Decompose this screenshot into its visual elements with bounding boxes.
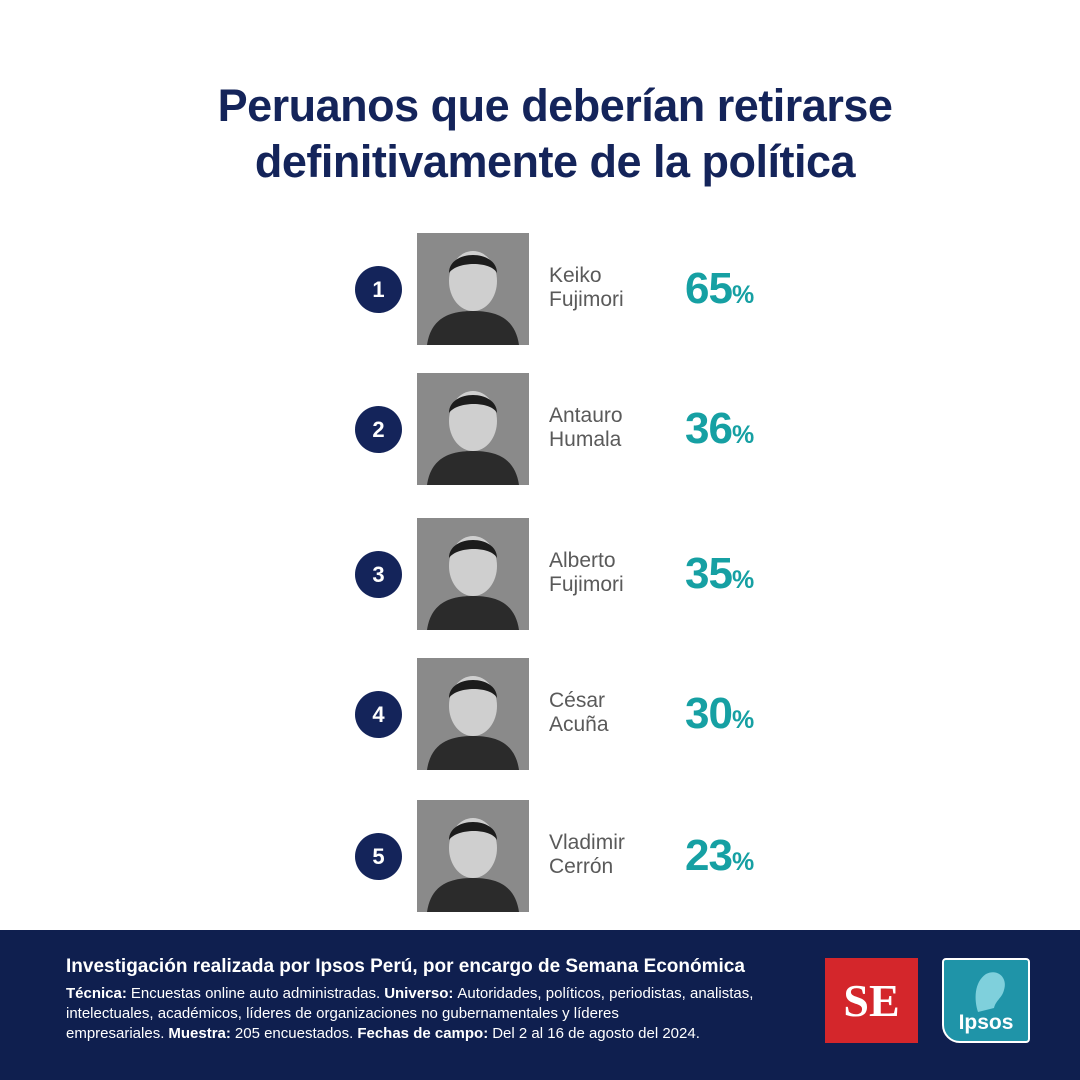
portrait-face bbox=[449, 391, 497, 451]
percentage-unit: % bbox=[731, 848, 755, 876]
logo-ipsos-text: Ipsos bbox=[958, 1011, 1014, 1034]
detail-label: Fechas de campo: bbox=[357, 1025, 489, 1042]
portrait bbox=[417, 518, 529, 630]
name-line: Alberto bbox=[549, 549, 616, 572]
logo-ipsos: Ipsos bbox=[942, 958, 1030, 1043]
percentage-unit: % bbox=[731, 566, 755, 594]
detail-text: Autoridades, políticos, periodistas, ana… bbox=[66, 985, 754, 1042]
person-name: Vladimir Cerrón bbox=[549, 831, 625, 879]
detail-text: 205 encuestados. bbox=[234, 1025, 354, 1042]
title-line: definitivamente de la política bbox=[254, 136, 856, 187]
portrait-hair bbox=[449, 822, 497, 840]
portrait-face bbox=[449, 251, 497, 311]
person-name: Alberto Fujimori bbox=[549, 549, 624, 597]
rank-badge: 5 bbox=[355, 833, 402, 880]
portrait-face bbox=[449, 818, 497, 878]
percentage: 35% bbox=[685, 548, 754, 606]
rank-badge: 2 bbox=[355, 406, 402, 453]
person-name: César Acuña bbox=[549, 689, 609, 737]
portrait-hair bbox=[449, 255, 497, 273]
detail-label: Muestra: bbox=[168, 1025, 231, 1042]
portrait-body bbox=[427, 451, 519, 485]
rank-badge: 3 bbox=[355, 551, 402, 598]
percentage: 23% bbox=[685, 830, 754, 888]
portrait-body bbox=[427, 311, 519, 345]
portrait-body bbox=[427, 878, 519, 912]
name-line: Humala bbox=[549, 428, 622, 451]
detail-text: Del 2 al 16 de agosto del 2024. bbox=[492, 1025, 700, 1042]
portrait bbox=[417, 233, 529, 345]
percentage: 36% bbox=[685, 403, 754, 461]
logo-head bbox=[975, 972, 1005, 1012]
percentage-unit: % bbox=[731, 706, 755, 734]
rank-badge: 4 bbox=[355, 691, 402, 738]
logo-icon bbox=[975, 972, 1005, 1012]
title: Peruanos que deberían retirarse definitiv… bbox=[140, 78, 970, 190]
percentage-value: 23 bbox=[685, 831, 733, 880]
person-name: Keiko Fujimori bbox=[549, 264, 624, 312]
percentage-value: 65 bbox=[685, 264, 733, 313]
name-line: Antauro bbox=[549, 404, 623, 427]
detail-label: Universo: bbox=[384, 985, 454, 1002]
percentage: 65% bbox=[685, 263, 754, 321]
portrait-body bbox=[427, 596, 519, 630]
percentage-value: 36 bbox=[685, 404, 733, 453]
portrait bbox=[417, 658, 529, 770]
percentage-value: 30 bbox=[685, 689, 733, 738]
portrait-face bbox=[449, 536, 497, 596]
rank-badge: 1 bbox=[355, 266, 402, 313]
detail-text: Encuestas online auto administradas. bbox=[130, 985, 381, 1002]
portrait-hair bbox=[449, 395, 497, 413]
person-name: Antauro Humala bbox=[549, 404, 623, 452]
name-line: Fujimori bbox=[549, 573, 624, 596]
name-line: Cerrón bbox=[549, 855, 614, 878]
name-line: Vladimir bbox=[549, 831, 625, 854]
portrait bbox=[417, 373, 529, 485]
footer: Investigación realizada por Ipsos Perú, … bbox=[0, 930, 1080, 1080]
detail-label: Técnica: bbox=[66, 985, 127, 1002]
portrait-body bbox=[427, 736, 519, 770]
percentage-value: 35 bbox=[685, 549, 733, 598]
footer-heading: Investigación realizada por Ipsos Perú, … bbox=[66, 956, 745, 977]
name-line: Fujimori bbox=[549, 288, 624, 311]
ranking-row: 3 Alberto Fujimori 35% bbox=[0, 518, 1080, 630]
name-line: César bbox=[549, 689, 606, 712]
ranking-row: 4 César Acuña 30% bbox=[0, 658, 1080, 770]
portrait-face bbox=[449, 676, 497, 736]
logo-se: SE bbox=[825, 958, 918, 1043]
portrait-hair bbox=[449, 540, 497, 558]
ranking-row: 2 Antauro Humala 36% bbox=[0, 373, 1080, 485]
percentage-unit: % bbox=[731, 281, 755, 309]
percentage-unit: % bbox=[731, 421, 755, 449]
name-line: Keiko bbox=[549, 264, 602, 287]
ranking-row: 1 Keiko Fujimori 65% bbox=[0, 233, 1080, 345]
percentage: 30% bbox=[685, 688, 754, 746]
ranking-row: 5 Vladimir Cerrón 23% bbox=[0, 800, 1080, 912]
portrait bbox=[417, 800, 529, 912]
footer-details: Técnica: Encuestas online auto administra… bbox=[66, 984, 786, 1044]
portrait-hair bbox=[449, 680, 497, 698]
name-line: Acuña bbox=[549, 713, 609, 736]
title-line: Peruanos que deberían retirarse bbox=[217, 80, 893, 131]
